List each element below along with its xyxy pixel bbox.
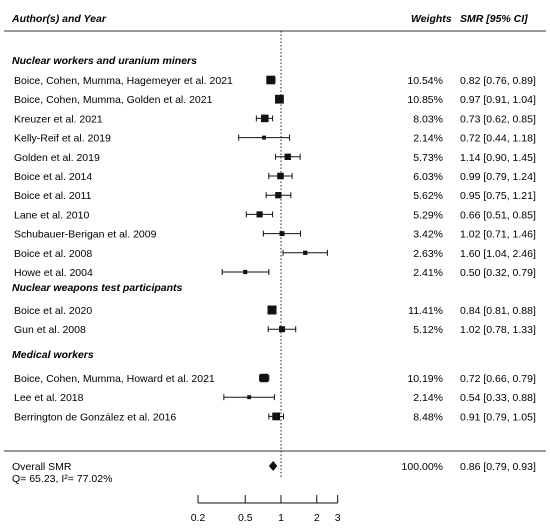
x-tick-label: 3 bbox=[335, 512, 341, 524]
study-weight: 2.41% bbox=[413, 267, 443, 279]
study-weight: 5.73% bbox=[413, 152, 443, 164]
x-tick-label: 0.5 bbox=[238, 512, 253, 524]
study-ci-text: 0.72 [0.44, 1.18] bbox=[460, 133, 536, 145]
study-ci-text: 0.54 [0.33, 0.88] bbox=[460, 392, 536, 404]
study-label: Boice, Cohen, Mumma, Howard et al. 2021 bbox=[14, 373, 215, 385]
study-ci-text: 0.73 [0.62, 0.85] bbox=[460, 113, 536, 125]
study-label: Boice, Cohen, Mumma, Golden et al. 2021 bbox=[14, 94, 213, 106]
study-ci-text: 1.60 [1.04, 2.46] bbox=[460, 248, 536, 260]
study-weight: 2.14% bbox=[413, 133, 443, 145]
study-label: Kreuzer et al. 2021 bbox=[14, 113, 103, 125]
overall-label: Overall SMR bbox=[12, 461, 72, 473]
study-label: Golden et al. 2019 bbox=[14, 152, 100, 164]
study-weight: 2.14% bbox=[413, 392, 443, 404]
study-ci-text: 1.02 [0.71, 1.46] bbox=[460, 229, 536, 241]
study-label: Gun et al. 2008 bbox=[14, 324, 86, 336]
study-label: Boice, Cohen, Mumma, Hagemeyer et al. 20… bbox=[14, 75, 233, 87]
header-estimate: SMR [95% CI] bbox=[460, 13, 528, 25]
study-point-square bbox=[279, 326, 286, 333]
study-ci-text: 0.50 [0.32, 0.79] bbox=[460, 267, 536, 279]
study-point-square bbox=[256, 211, 263, 218]
header-weights: Weights bbox=[411, 13, 452, 25]
overall-diamond bbox=[268, 461, 278, 471]
study-ci-text: 0.66 [0.51, 0.85] bbox=[460, 209, 536, 221]
x-tick-label: 0.2 bbox=[191, 512, 206, 524]
study-point-square bbox=[260, 114, 269, 123]
study-ci-text: 0.99 [0.79, 1.24] bbox=[460, 171, 536, 183]
header-study: Author(s) and Year bbox=[11, 13, 107, 25]
study-ci-text: 0.72 [0.66, 0.79] bbox=[460, 373, 536, 385]
x-tick-label: 1 bbox=[278, 512, 284, 524]
study-ci-text: 0.97 [0.91, 1.04] bbox=[460, 94, 536, 106]
study-ci-text: 0.95 [0.75, 1.21] bbox=[460, 190, 536, 202]
study-point-square bbox=[262, 135, 267, 140]
heterogeneity-stat: Q= 65.23, I²= 77.02% bbox=[12, 473, 112, 485]
study-point-square bbox=[279, 231, 285, 237]
group-title: Nuclear weapons test participants bbox=[12, 282, 183, 294]
study-weight: 2.63% bbox=[413, 248, 443, 260]
study-label: Boice et al. 2008 bbox=[14, 248, 92, 260]
study-weight: 10.54% bbox=[407, 75, 443, 87]
study-label: Howe et al. 2004 bbox=[14, 267, 93, 279]
study-label: Boice et al. 2014 bbox=[14, 171, 92, 183]
group-title: Nuclear workers and uranium miners bbox=[12, 55, 197, 67]
study-ci-text: 1.14 [0.90, 1.45] bbox=[460, 152, 536, 164]
overall-ci-text: 0.86 [0.79, 0.93] bbox=[460, 461, 536, 473]
study-label: Boice et al. 2011 bbox=[14, 190, 92, 202]
study-ci-text: 0.91 [0.79, 1.05] bbox=[460, 411, 536, 423]
study-label: Boice et al. 2020 bbox=[14, 305, 92, 317]
study-ci-text: 1.02 [0.78, 1.33] bbox=[460, 324, 536, 336]
study-weight: 5.12% bbox=[413, 324, 443, 336]
study-weight: 11.41% bbox=[408, 305, 443, 317]
study-point-square bbox=[247, 395, 252, 400]
study-point-square bbox=[243, 269, 248, 275]
study-weight: 8.48% bbox=[413, 411, 443, 423]
study-point-square bbox=[275, 94, 284, 104]
study-weight: 8.03% bbox=[413, 113, 443, 125]
group-title: Medical workers bbox=[12, 349, 94, 361]
study-label: Lane et al. 2010 bbox=[14, 209, 89, 221]
study-ci-text: 0.84 [0.81, 0.88] bbox=[460, 305, 536, 317]
x-tick-label: 2 bbox=[314, 512, 320, 524]
study-point-square bbox=[275, 192, 282, 199]
study-point-square bbox=[259, 373, 269, 383]
study-weight: 6.03% bbox=[413, 171, 443, 183]
study-point-square bbox=[303, 250, 308, 255]
study-point-square bbox=[272, 412, 281, 421]
study-point-square bbox=[277, 172, 284, 180]
study-point-square bbox=[267, 305, 277, 315]
study-weight: 5.62% bbox=[413, 190, 443, 202]
study-weight: 10.19% bbox=[407, 373, 443, 385]
study-ci-text: 0.82 [0.76, 0.89] bbox=[460, 75, 536, 87]
study-label: Lee et al. 2018 bbox=[14, 392, 84, 404]
study-label: Schubauer-Berigan et al. 2009 bbox=[14, 229, 157, 241]
study-weight: 10.85% bbox=[407, 94, 443, 106]
study-label: Kelly-Reif et al. 2019 bbox=[14, 133, 111, 145]
overall-weight: 100.00% bbox=[402, 461, 443, 473]
study-weight: 5.29% bbox=[413, 209, 443, 221]
study-weight: 3.42% bbox=[413, 229, 443, 241]
study-label: Berrington de González et al. 2016 bbox=[14, 411, 176, 423]
study-point-square bbox=[266, 75, 276, 85]
study-point-square bbox=[284, 153, 291, 160]
